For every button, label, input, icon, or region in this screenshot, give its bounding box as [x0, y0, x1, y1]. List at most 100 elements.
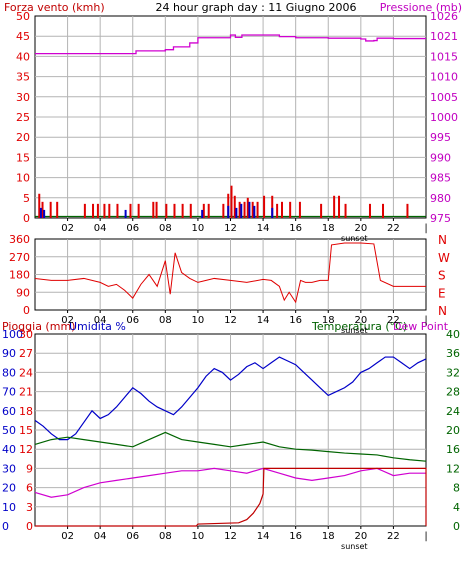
- x-tick-label: 14: [257, 223, 270, 234]
- compass-tick-label: W: [438, 251, 450, 265]
- rain-tick-label: 27: [19, 347, 33, 360]
- wind-bar: [251, 201, 254, 218]
- wind-bar: [92, 203, 95, 218]
- wind-tick-label: 40: [16, 50, 30, 63]
- wind-tick-label: 35: [16, 71, 30, 84]
- direction-tick-label: 360: [9, 233, 30, 246]
- gust-bar: [124, 209, 127, 218]
- temperature-tick-label: 24: [446, 405, 460, 418]
- rain-tick-label: 30: [19, 328, 33, 341]
- pressure-tick-label: 985: [430, 172, 451, 185]
- pressure-tick-label: 995: [430, 131, 451, 144]
- x-tick-label: 02: [61, 531, 74, 542]
- rain-tick-label: 21: [19, 386, 33, 399]
- x-tick-end-mark: |: [424, 315, 427, 326]
- x-tick-label: 06: [126, 223, 139, 234]
- wind-tick-label: 15: [16, 151, 30, 164]
- x-tick-label: 18: [322, 315, 335, 326]
- gust-bar: [248, 201, 251, 218]
- wind-bar: [338, 195, 341, 218]
- series-line-pressure: [35, 34, 426, 55]
- wind-bar: [281, 201, 284, 218]
- wind-bar: [256, 201, 259, 218]
- temperature-tick-label: 0: [453, 520, 460, 533]
- temperature-tick-label: 20: [446, 424, 460, 437]
- humidity-axis-title: Umidita %: [69, 320, 126, 333]
- x-tick-label: 12: [224, 315, 237, 326]
- pressure-tick-label: 1015: [430, 50, 458, 63]
- wind-tick-label: 5: [23, 192, 30, 205]
- wind-bar: [243, 201, 246, 218]
- wind-bar: [368, 203, 371, 218]
- x-tick-label: 12: [224, 223, 237, 234]
- x-tick-label: 10: [192, 223, 205, 234]
- x-tick-label: 08: [159, 315, 172, 326]
- rain-tick-label: 3: [26, 501, 33, 514]
- wind-bar: [103, 203, 106, 218]
- wind-bar: [165, 203, 168, 218]
- direction-tick-label: 180: [9, 269, 30, 282]
- wind-bar: [289, 201, 292, 218]
- wind-bar: [276, 203, 279, 218]
- direction-tick-label: 270: [9, 251, 30, 264]
- x-tick-label: 14: [257, 315, 270, 326]
- humidity-tick-label: 30: [2, 462, 16, 475]
- wind-bar: [83, 203, 86, 218]
- x-tick-label: 18: [322, 531, 335, 542]
- x-tick-label: 22: [387, 223, 400, 234]
- x-tick-end-mark: |: [424, 223, 427, 234]
- wind-bar: [320, 203, 323, 218]
- x-tick-label: 10: [192, 531, 205, 542]
- rain-tick-label: 24: [19, 366, 33, 379]
- x-tick-label: 10: [192, 315, 205, 326]
- gust-bar: [271, 207, 274, 218]
- wind-bar: [96, 203, 99, 218]
- series-line-rain: [35, 467, 427, 527]
- series-line-humidity: [34, 356, 427, 441]
- direction-tick-label: 0: [23, 304, 30, 317]
- x-tick-label: 06: [126, 315, 139, 326]
- temperature-tick-label: 8: [453, 482, 460, 495]
- wind-tick-label: 45: [16, 30, 30, 43]
- x-tick-label: 12: [224, 531, 237, 542]
- humidity-tick-label: 50: [2, 424, 16, 437]
- gust-bar: [39, 207, 42, 218]
- humidity-tick-label: 40: [2, 443, 16, 456]
- wind-bar: [41, 201, 44, 218]
- pressure-tick-label: 1021: [430, 30, 458, 43]
- x-tick-label: 16: [289, 315, 302, 326]
- sunset-label: sunset: [341, 542, 368, 551]
- wind-bar: [56, 201, 59, 218]
- x-tick-label: 02: [61, 223, 74, 234]
- series-line-dew-point: [34, 467, 426, 498]
- pressure-tick-label: 1010: [430, 71, 458, 84]
- wind-bar: [382, 203, 385, 218]
- compass-tick-label: N: [438, 304, 447, 318]
- wind-bar: [271, 195, 274, 218]
- humidity-tick-label: 20: [2, 482, 16, 495]
- dew-point-axis-title: Dew Point: [393, 320, 449, 333]
- x-tick-label: 16: [289, 531, 302, 542]
- gust-bar: [235, 207, 238, 218]
- wind-tick-label: 25: [16, 111, 30, 124]
- x-tick-label: 14: [257, 531, 270, 542]
- temperature-tick-label: 32: [446, 366, 460, 379]
- temperature-tick-label: 36: [446, 347, 460, 360]
- pressure-tick-label: 980: [430, 192, 451, 205]
- x-tick-label: 22: [387, 315, 400, 326]
- rain-tick-label: 0: [26, 520, 33, 533]
- x-tick-label: 20: [354, 531, 367, 542]
- x-tick-label: 18: [322, 223, 335, 234]
- wind-bar: [137, 203, 140, 218]
- temperature-tick-label: 28: [446, 386, 460, 399]
- x-tick-label: 20: [354, 315, 367, 326]
- gust-bar: [253, 205, 256, 218]
- x-tick-label: 20: [354, 223, 367, 234]
- gust-bar: [227, 205, 230, 218]
- wind-tick-label: 20: [16, 131, 30, 144]
- x-tick-label: 04: [94, 531, 107, 542]
- x-tick-label: 04: [94, 315, 107, 326]
